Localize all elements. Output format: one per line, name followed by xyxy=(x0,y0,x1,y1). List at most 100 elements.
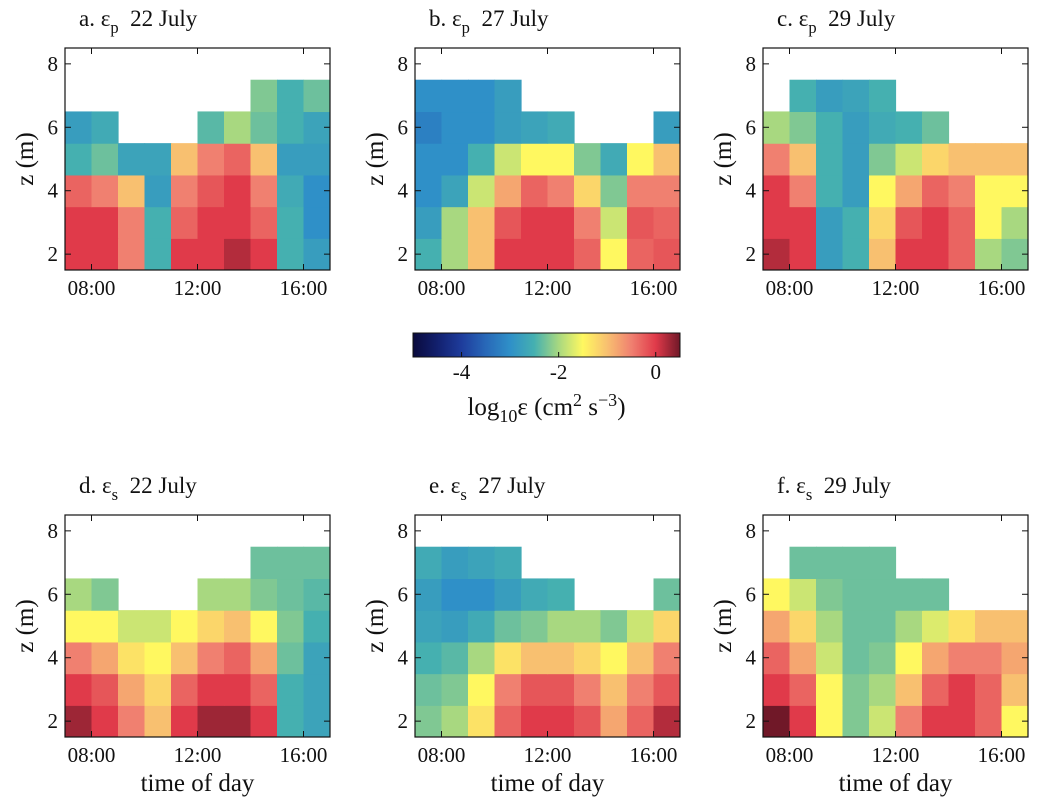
y-tick-label: 2 xyxy=(398,709,409,733)
cell xyxy=(494,143,522,176)
cell xyxy=(277,578,305,611)
cell xyxy=(895,238,923,270)
cell xyxy=(468,238,496,270)
cell xyxy=(441,641,469,675)
cell xyxy=(118,610,146,643)
cell xyxy=(441,610,469,643)
cell xyxy=(224,238,252,270)
text-part: p xyxy=(808,18,816,37)
text-part: 10 xyxy=(499,406,517,426)
text-part: 22 July xyxy=(119,6,198,31)
cell xyxy=(468,578,496,611)
cell xyxy=(895,206,923,239)
cell xyxy=(118,206,146,239)
cell xyxy=(521,174,549,208)
cell xyxy=(144,143,172,176)
y-tick-label: 6 xyxy=(398,115,409,139)
cell xyxy=(789,546,817,580)
cell xyxy=(869,705,897,737)
cell xyxy=(303,546,330,580)
cell xyxy=(922,610,950,643)
colorbar-tick-label: 0 xyxy=(650,360,661,384)
cell xyxy=(441,206,469,239)
cell xyxy=(91,673,119,706)
colorbar-label: log10ε (cm2 s−3) xyxy=(467,390,625,426)
cell xyxy=(521,143,549,176)
cell xyxy=(574,673,602,706)
y-tick-label: 4 xyxy=(398,646,409,670)
text-part: 29 July xyxy=(817,6,896,31)
cell xyxy=(494,238,522,270)
cell xyxy=(441,546,469,580)
cell xyxy=(250,238,278,270)
cell xyxy=(600,641,628,675)
cell xyxy=(277,111,305,144)
y-tick-label: 2 xyxy=(48,242,59,266)
cell xyxy=(224,143,252,176)
cell xyxy=(91,206,119,239)
cell xyxy=(816,610,844,643)
cell xyxy=(441,111,469,144)
panel-title: b. εp 27 July xyxy=(429,6,549,37)
panel-title: e. εs 27 July xyxy=(429,473,546,504)
cell xyxy=(842,546,870,580)
x-tick-label: 12:00 xyxy=(174,276,222,300)
y-tick-label: 2 xyxy=(48,709,59,733)
cell xyxy=(441,705,469,737)
text-part: b. ε xyxy=(429,6,462,31)
cell xyxy=(842,705,870,737)
cell xyxy=(600,174,628,208)
y-axis-label: z (m) xyxy=(362,132,389,185)
cell xyxy=(627,610,655,643)
cell xyxy=(816,79,844,113)
cell xyxy=(224,111,252,144)
cell xyxy=(144,206,172,239)
cell xyxy=(171,705,199,737)
cell xyxy=(277,641,305,675)
cell xyxy=(895,143,923,176)
cell xyxy=(547,111,575,144)
cell xyxy=(118,705,146,737)
cell xyxy=(600,238,628,270)
cell xyxy=(303,206,330,239)
cell xyxy=(842,174,870,208)
cell xyxy=(653,610,680,643)
x-tick-label: 08:00 xyxy=(766,276,814,300)
text-part: 22 July xyxy=(118,473,197,498)
cell xyxy=(948,143,976,176)
cell xyxy=(948,174,976,208)
cell xyxy=(197,206,225,239)
y-tick-label: 6 xyxy=(48,115,59,139)
y-tick-label: 8 xyxy=(746,52,757,76)
cell xyxy=(869,673,897,706)
cell xyxy=(91,111,119,144)
cell xyxy=(468,673,496,706)
cell xyxy=(869,206,897,239)
cell xyxy=(468,705,496,737)
cell xyxy=(895,610,923,643)
cell xyxy=(415,610,443,643)
cell xyxy=(144,641,172,675)
cell xyxy=(869,111,897,144)
cell xyxy=(574,143,602,176)
cell xyxy=(277,143,305,176)
cell xyxy=(816,143,844,176)
cell xyxy=(975,673,1003,706)
cell xyxy=(895,641,923,675)
y-tick-label: 8 xyxy=(398,519,409,543)
cell xyxy=(250,79,278,113)
cell xyxy=(789,206,817,239)
cell xyxy=(948,610,976,643)
cell xyxy=(171,174,199,208)
cell xyxy=(91,705,119,737)
cell xyxy=(303,610,330,643)
y-tick-label: 4 xyxy=(48,646,59,670)
y-tick-label: 6 xyxy=(746,115,757,139)
cell xyxy=(842,143,870,176)
heatmap xyxy=(415,79,680,270)
cell xyxy=(197,238,225,270)
cell xyxy=(250,705,278,737)
cell xyxy=(494,641,522,675)
cell xyxy=(789,610,817,643)
cell xyxy=(277,206,305,239)
